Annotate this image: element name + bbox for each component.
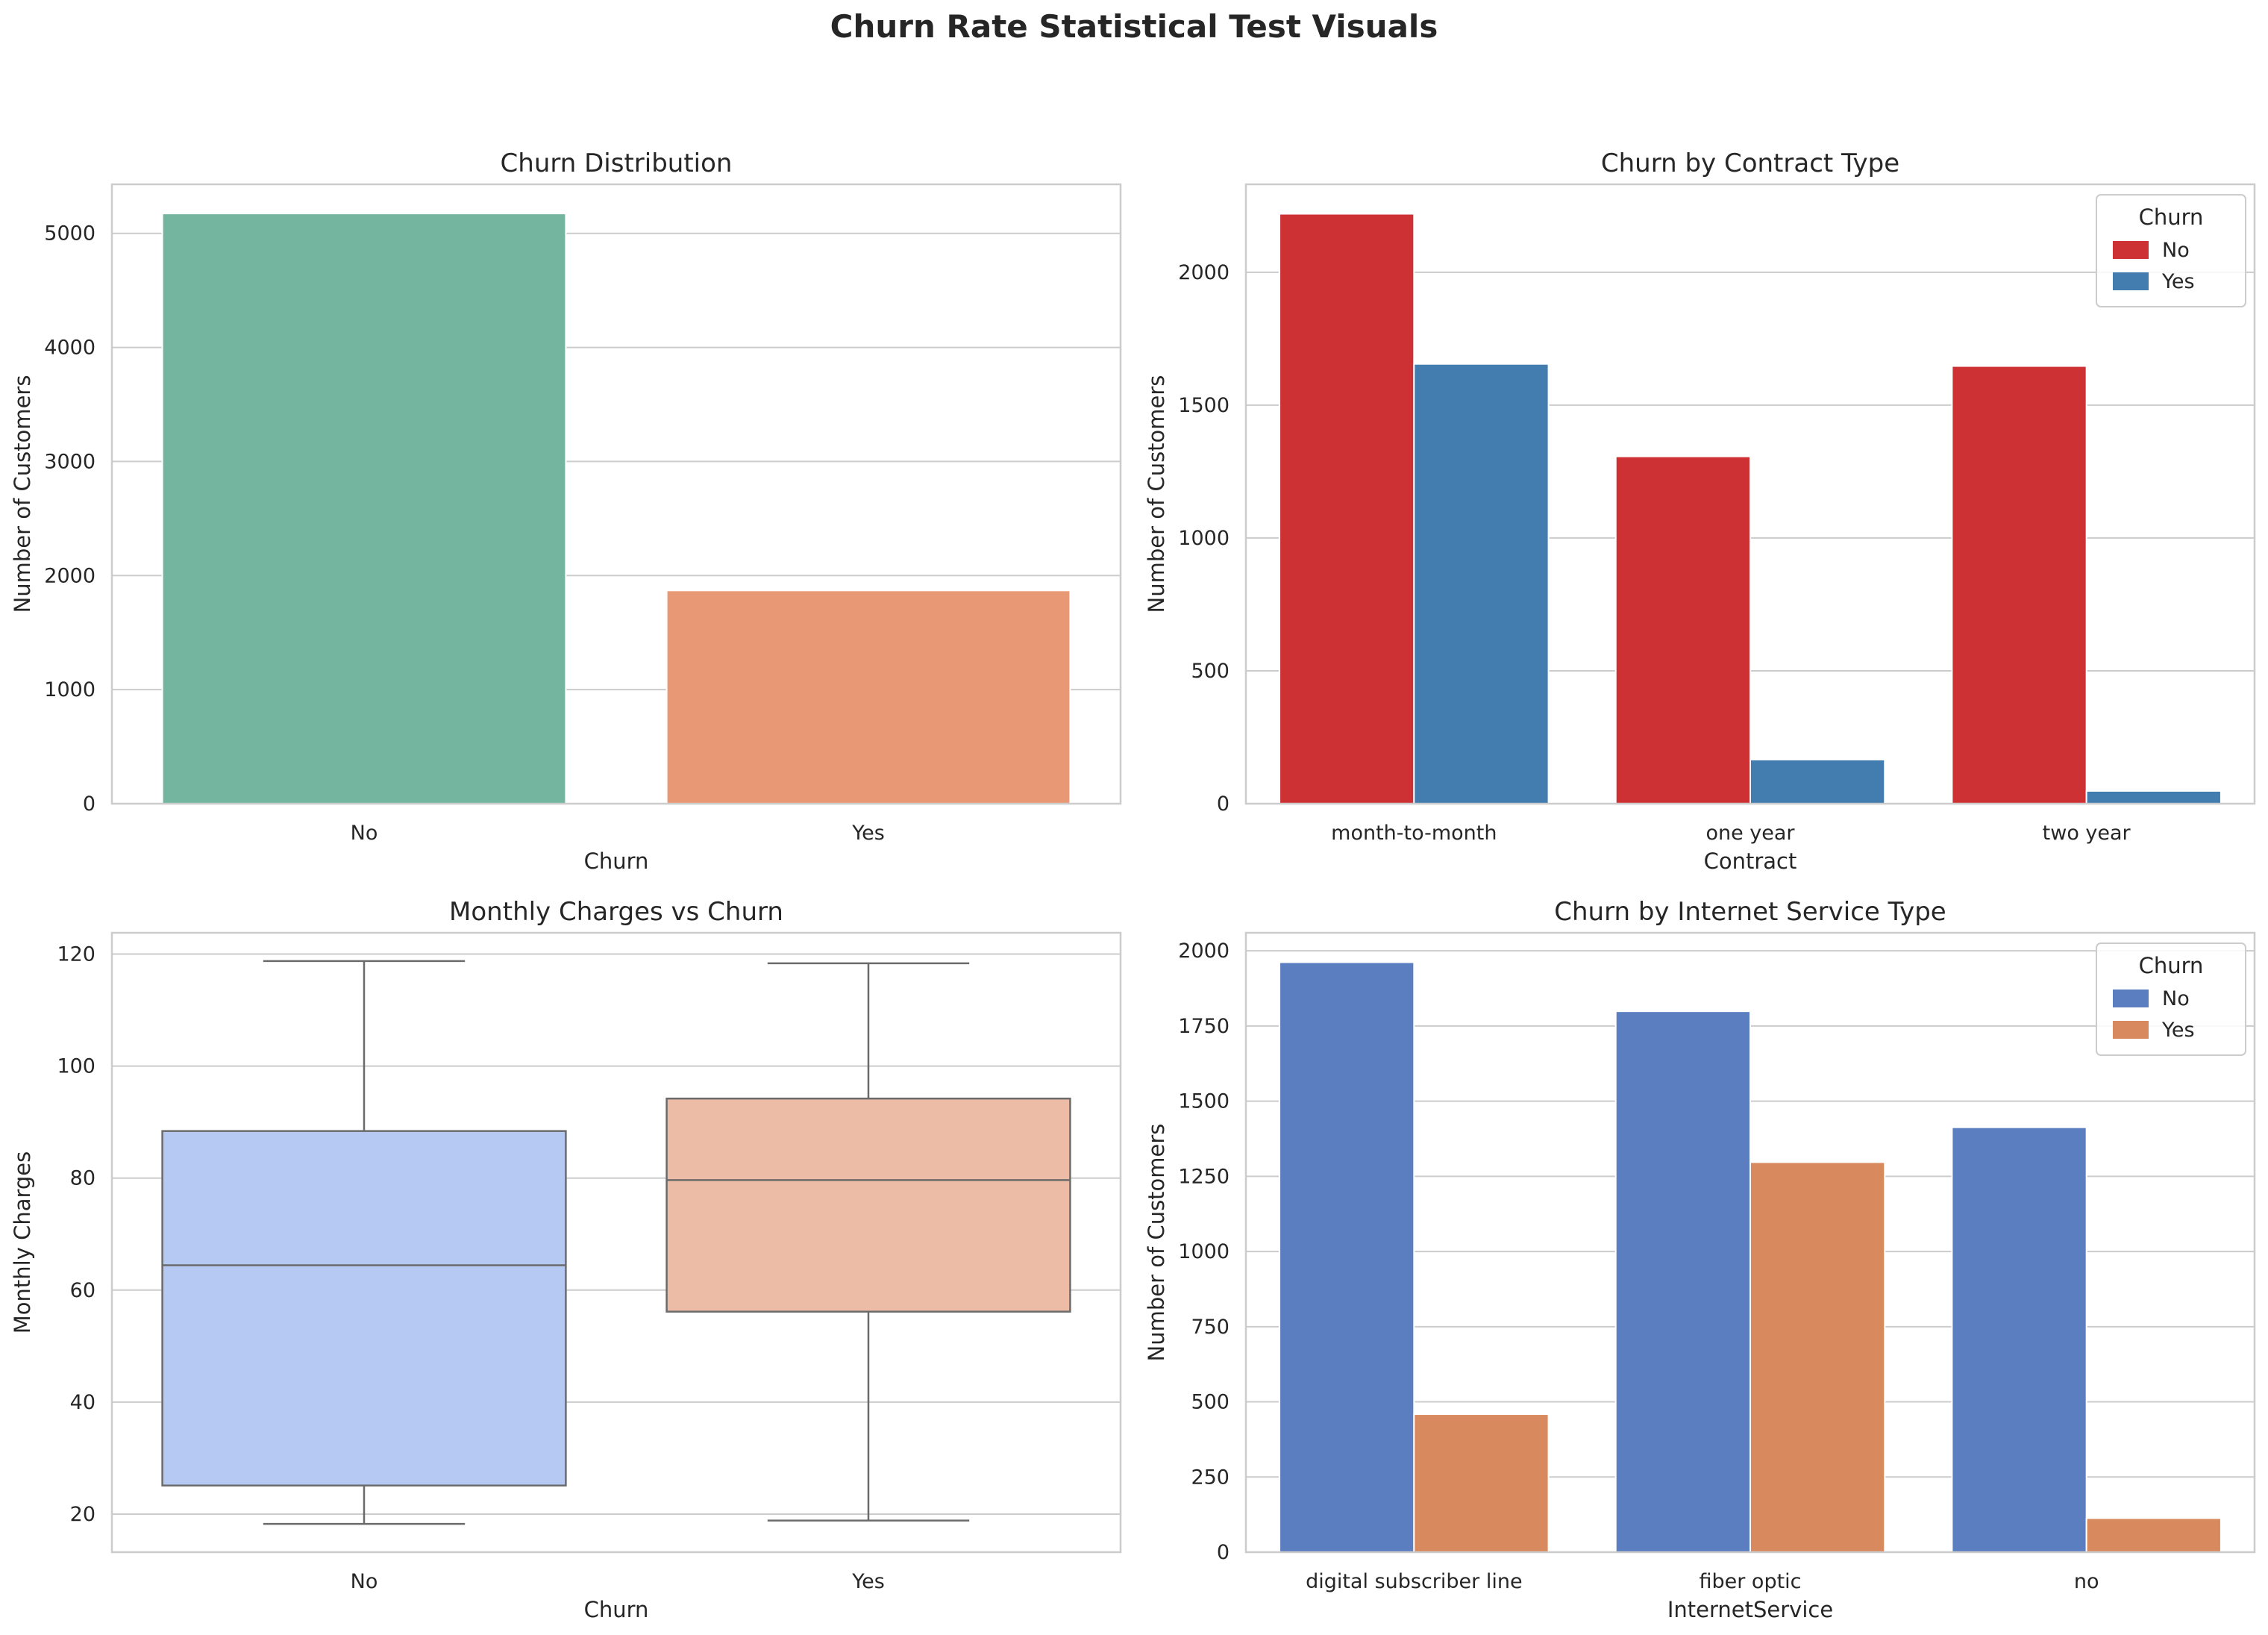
- plot-frame: [110, 183, 1122, 805]
- y-tick-label: 750: [1191, 1316, 1229, 1339]
- chart-panel-4: 0 250 500 750 1000 1250 1500 1750 2000 digital su…: [1144, 897, 2256, 1622]
- y-tick-label: 1500: [1178, 394, 1229, 417]
- y-axis-label: Monthly Charges: [10, 1151, 35, 1334]
- bar-no-one-year: [1614, 455, 1752, 804]
- y-tick-label: 500: [1191, 660, 1229, 683]
- box-no: [161, 960, 567, 1525]
- legend-swatch-no: [2113, 990, 2149, 1007]
- x-tick-label: No: [351, 1570, 378, 1593]
- bar-no-two-year: [1951, 365, 2087, 804]
- x-tick-label: digital subscriber line: [1306, 1570, 1523, 1593]
- y-tick-label: 1000: [1178, 527, 1229, 550]
- y-tick-label: 60: [70, 1279, 95, 1302]
- y-tick-label: 40: [70, 1391, 95, 1414]
- panel-title: Churn Distribution: [501, 149, 733, 178]
- y-axis-label: Number of Customers: [1144, 1124, 1169, 1362]
- y-tick-label: 120: [57, 943, 95, 966]
- bar-yes-one-year: [1749, 758, 1886, 805]
- plot-frame: [110, 931, 1122, 1554]
- y-axis-label: Number of Customers: [10, 375, 35, 613]
- x-tick-label: no: [2074, 1570, 2099, 1593]
- x-axis-label: Contract: [1704, 848, 1797, 874]
- chart-panel-1: 0 1000 2000 3000 4000 5000 No Yes Churn Distribu…: [10, 149, 1122, 874]
- bar-no-fiber-optic: [1614, 1010, 1752, 1553]
- x-axis-label: Churn: [584, 1597, 649, 1622]
- bar-no-month-to-month: [1279, 213, 1415, 804]
- legend-swatch-no: [2113, 241, 2149, 259]
- y-tick-label: 1750: [1178, 1015, 1229, 1038]
- y-tick-label: 1500: [1178, 1090, 1229, 1113]
- y-tick-label: 250: [1191, 1466, 1229, 1489]
- legend-title: Churn: [2139, 953, 2204, 978]
- chart-panel-2: 0 500 1000 1500 2000 month-to-month one year tw…: [1144, 149, 2256, 874]
- panel-title: Churn by Contract Type: [1601, 149, 1899, 178]
- legend-title: Churn: [2139, 204, 2204, 230]
- y-tick-label: 500: [1191, 1391, 1229, 1414]
- y-tick-label: 20: [70, 1503, 95, 1526]
- x-tick-label: No: [351, 822, 378, 845]
- plot-frame: [1244, 931, 2256, 1554]
- panel-title: Churn by Internet Service Type: [1554, 897, 1946, 927]
- figure-title: Churn Rate Statistical Test Visuals: [830, 8, 1438, 45]
- y-tick-label: 2000: [1178, 261, 1229, 284]
- bar-yes: [665, 590, 1071, 805]
- x-tick-label: fiber optic: [1699, 1570, 1801, 1593]
- y-tick-label: 0: [1217, 1541, 1229, 1564]
- legend: Churn No Yes: [2096, 194, 2246, 307]
- y-tick-label: 2000: [1178, 940, 1229, 963]
- bar-yes-no: [2085, 1517, 2222, 1553]
- bar-no: [161, 213, 567, 805]
- bar-yes-fiber-optic: [1749, 1161, 1886, 1554]
- y-tick-label: 1000: [44, 678, 95, 701]
- y-tick-label: 1000: [1178, 1240, 1229, 1263]
- legend-label-yes: Yes: [2161, 1019, 2195, 1042]
- legend-swatch-yes: [2113, 272, 2149, 290]
- bar-yes-digital-subscriber-line: [1413, 1413, 1550, 1553]
- plot-frame: [1244, 183, 2256, 805]
- box-body: [161, 1130, 567, 1486]
- y-tick-label: 0: [83, 793, 95, 816]
- legend-label-no: No: [2162, 239, 2190, 262]
- box-body: [665, 1097, 1071, 1313]
- x-axis-label: Churn: [584, 848, 649, 874]
- legend-label-no: No: [2162, 987, 2190, 1010]
- y-tick-label: 4000: [44, 337, 95, 360]
- chart-panel-3: 20 40 60 80 100 120 No Yes Monthly Charges vs Ch…: [10, 897, 1122, 1622]
- panel-title: Monthly Charges vs Churn: [449, 897, 783, 927]
- x-tick-label: month-to-month: [1331, 822, 1497, 845]
- y-tick-label: 100: [57, 1055, 95, 1078]
- y-tick-label: 2000: [44, 564, 95, 587]
- bar-yes-month-to-month: [1413, 363, 1550, 804]
- legend: Churn No Yes: [2096, 942, 2246, 1056]
- y-tick-label: 0: [1217, 793, 1229, 816]
- bar-no-no: [1951, 1126, 2087, 1553]
- x-tick-label: Yes: [851, 1570, 885, 1593]
- legend-label-yes: Yes: [2161, 270, 2195, 293]
- y-tick-label: 5000: [44, 222, 95, 246]
- box-yes: [665, 962, 1071, 1522]
- x-axis-label: InternetService: [1667, 1597, 1833, 1622]
- y-tick-label: 1250: [1178, 1165, 1229, 1188]
- x-tick-label: Yes: [851, 822, 885, 845]
- x-tick-label: one year: [1705, 822, 1795, 845]
- y-tick-label: 80: [70, 1167, 95, 1190]
- bar-yes-two-year: [2085, 790, 2222, 804]
- bar-no-digital-subscriber-line: [1279, 961, 1415, 1554]
- x-tick-label: two year: [2043, 822, 2131, 845]
- y-tick-label: 3000: [44, 450, 95, 473]
- legend-swatch-yes: [2113, 1021, 2149, 1039]
- y-axis-label: Number of Customers: [1144, 375, 1169, 613]
